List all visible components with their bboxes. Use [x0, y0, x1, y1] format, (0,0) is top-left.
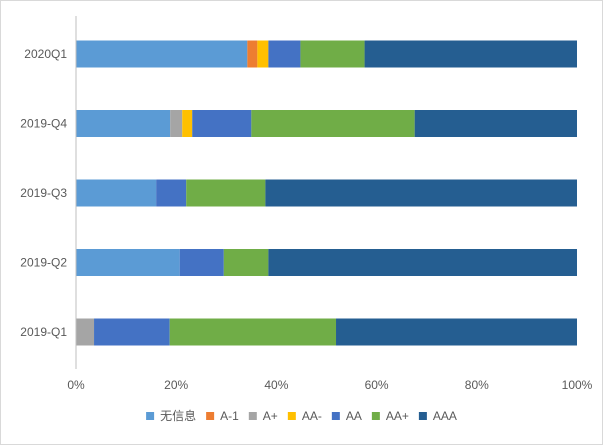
- bar-segment-4-4: [94, 318, 170, 346]
- legend-swatch: [206, 412, 215, 420]
- legend-swatch: [146, 412, 155, 420]
- bar-segment-3-6: [268, 249, 577, 276]
- x-tick-label: 80%: [465, 378, 489, 392]
- category-label: 2019-Q4: [20, 117, 67, 131]
- legend-item: A-1: [206, 409, 239, 423]
- category-label: 2019-Q2: [20, 256, 67, 270]
- legend-label: A+: [263, 409, 278, 423]
- bar-segment-1-5: [251, 110, 415, 137]
- bar-segment-4-5: [169, 318, 337, 346]
- legend-swatch: [371, 412, 380, 420]
- bar-segment-3-0: [76, 249, 180, 276]
- legend: 无信息 A-1 A+ AA- AA AA+ AAA: [146, 408, 457, 423]
- bar-segment-0-1: [247, 40, 258, 68]
- legend-label: AA: [346, 409, 362, 423]
- legend-item: 无信息: [146, 408, 196, 423]
- bar-segment-2-4: [156, 179, 187, 207]
- x-tick-label: 40%: [264, 378, 288, 392]
- bar-segment-3-4: [179, 249, 224, 276]
- legend-item: AA-: [287, 409, 322, 423]
- bar-segment-0-4: [268, 40, 301, 68]
- legend-item: AA: [331, 409, 362, 423]
- bar-segment-1-3: [182, 110, 193, 137]
- x-tick-label: 100%: [562, 378, 593, 392]
- bars-layer: [76, 40, 577, 346]
- bar-segment-0-5: [300, 40, 365, 68]
- bar-segment-1-2: [170, 110, 183, 137]
- bar-segment-0-6: [364, 40, 577, 68]
- legend-item: AA+: [371, 409, 409, 423]
- bar-segment-2-0: [76, 179, 157, 207]
- bar-segment-4-6: [336, 318, 577, 346]
- bar-segment-1-4: [192, 110, 252, 137]
- bar-segment-2-6: [265, 179, 577, 207]
- x-tick-label: 60%: [365, 378, 389, 392]
- category-label: 2019-Q1: [20, 325, 67, 339]
- legend-swatch: [248, 412, 257, 420]
- bar-segment-0-3: [257, 40, 269, 68]
- legend-swatch: [418, 412, 427, 420]
- legend-swatch: [287, 412, 296, 420]
- x-tick-label: 0%: [67, 378, 85, 392]
- legend-label: AA+: [386, 409, 409, 423]
- legend-item: A+: [248, 409, 278, 423]
- legend-label: AA-: [302, 409, 322, 423]
- category-label: 2019-Q3: [20, 186, 67, 200]
- legend-swatch: [331, 412, 340, 420]
- legend-label: A-1: [220, 409, 239, 423]
- bar-segment-1-0: [76, 110, 171, 137]
- bar-segment-4-2: [76, 318, 95, 346]
- category-labels: 2020Q1 2019-Q4 2019-Q3 2019-Q2 2019-Q1: [20, 47, 67, 339]
- bar-segment-3-5: [223, 249, 269, 276]
- category-label: 2020Q1: [24, 47, 67, 61]
- bar-segment-0-0: [76, 40, 248, 68]
- bar-segment-2-5: [186, 179, 266, 207]
- legend-label: AAA: [433, 409, 457, 423]
- x-tick-label: 20%: [164, 378, 188, 392]
- legend-label: 无信息: [160, 408, 196, 423]
- legend-item: AAA: [418, 409, 457, 423]
- x-axis-tick-labels: 0% 20% 40% 60% 80% 100%: [67, 378, 592, 392]
- bar-segment-1-6: [414, 110, 577, 137]
